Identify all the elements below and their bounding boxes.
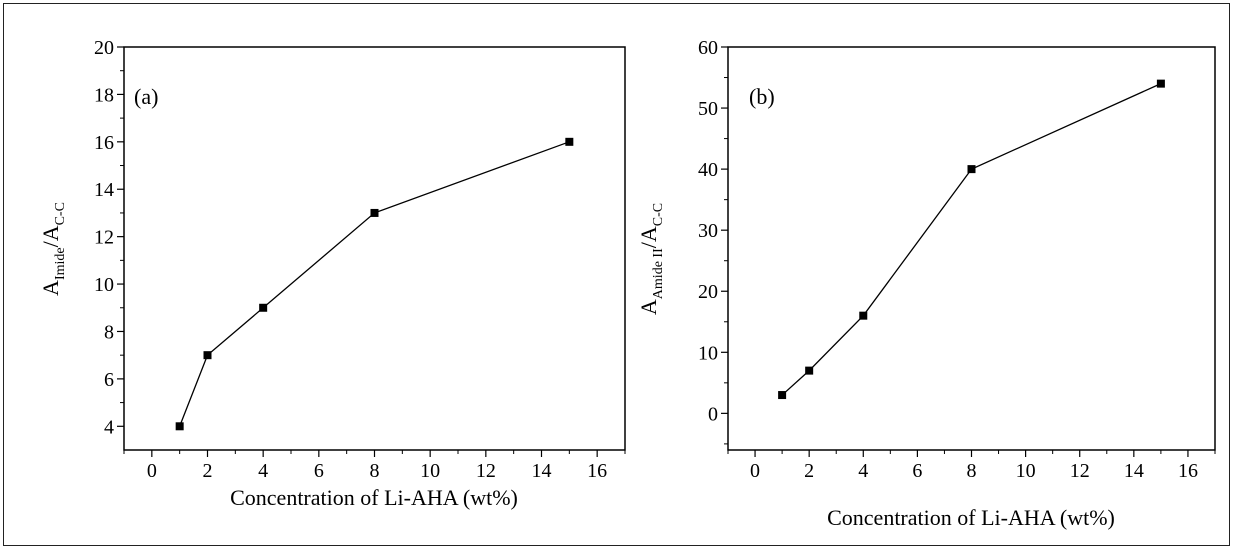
ticks-b: 0 2 4 6 8 10 12 14 16 0 10 20 30 40 50 60 (698, 37, 1216, 482)
y-tick-label-a: 12 (94, 227, 114, 249)
series-line-b (781, 83, 1162, 396)
x-tick-label-b: 10 (1016, 460, 1036, 482)
x-tick-label-b: 12 (1070, 460, 1090, 482)
data-point-b (1156, 79, 1165, 88)
y-axis-title-b: AAmide II/AC-C (636, 203, 666, 315)
y-tick-label-b: 50 (698, 98, 718, 120)
y-axis-title-b-sep: /A (636, 226, 661, 248)
y-axis-title-a-sub2: C-C (53, 202, 68, 225)
y-tick-label-a: 20 (94, 37, 114, 59)
x-tick-label-b: 8 (967, 460, 977, 482)
y-axis-title-a-sub1: Imide (53, 247, 68, 280)
x-tick-label-a: 16 (587, 460, 607, 482)
y-tick-label-b: 30 (698, 220, 718, 242)
y-tick-label-a: 10 (94, 274, 114, 296)
data-point-a (370, 208, 379, 217)
y-axis-title-a: AImide/AC-C (38, 202, 68, 296)
y-tick-label-b: 10 (698, 342, 718, 364)
y-axis-title-b-symbol: A (636, 299, 661, 315)
x-tick-label-a: 12 (476, 460, 496, 482)
y-tick-label-a: 14 (94, 179, 114, 201)
ticks-a: 0 2 4 6 8 10 12 14 16 4 6 8 10 12 14 16 18 20 (94, 37, 626, 482)
data-point-a (565, 137, 574, 146)
x-tick-label-a: 14 (532, 460, 552, 482)
panel-a: 0 2 4 6 8 10 12 14 16 4 6 8 10 12 14 16 18 20 (a) Concent… (38, 37, 626, 510)
y-axis-title-a-symbol: A (38, 280, 63, 296)
series-line-a (179, 141, 570, 427)
data-point-a (259, 303, 268, 312)
marks-a (175, 137, 574, 431)
y-tick-label-b: 60 (698, 37, 718, 59)
x-tick-label-b: 16 (1178, 460, 1198, 482)
y-tick-label-a: 16 (94, 132, 114, 154)
y-tick-label-b: 0 (708, 403, 718, 425)
y-axis-title-a-sep: /A (38, 225, 63, 247)
data-point-a (175, 422, 184, 431)
panel-label-a: (a) (134, 84, 158, 109)
x-tick-label-a: 0 (147, 460, 157, 482)
x-tick-label-b: 0 (750, 460, 760, 482)
x-axis-title-a: Concentration of Li-AHA (wt%) (230, 485, 518, 510)
y-axis-title-b-sub1: Amide II (651, 248, 666, 299)
data-point-b (859, 311, 868, 320)
y-tick-label-a: 8 (104, 321, 114, 343)
x-tick-label-a: 2 (203, 460, 213, 482)
plot-area-b (727, 46, 1216, 451)
y-tick-label-b: 40 (698, 159, 718, 181)
x-tick-label-b: 4 (858, 460, 868, 482)
y-tick-label-a: 4 (104, 416, 114, 438)
y-axis-title-b-sub2: C-C (651, 203, 666, 226)
x-tick-label-b: 2 (804, 460, 814, 482)
y-tick-label-a: 6 (104, 369, 114, 391)
panel-b: 0 2 4 6 8 10 12 14 16 0 10 20 30 40 50 60 (b) Concentra… (636, 37, 1216, 530)
x-tick-label-a: 10 (420, 460, 440, 482)
data-point-b (967, 165, 976, 174)
x-tick-label-a: 8 (370, 460, 380, 482)
x-tick-label-b: 14 (1124, 460, 1144, 482)
y-tick-label-a: 18 (94, 84, 114, 106)
x-axis-title-b: Concentration of Li-AHA (wt%) (827, 505, 1115, 530)
x-tick-label-a: 4 (258, 460, 268, 482)
y-tick-label-b: 20 (698, 281, 718, 303)
data-point-a (203, 351, 212, 360)
data-point-b (778, 391, 787, 400)
panel-label-b: (b) (749, 84, 775, 109)
x-tick-label-b: 6 (912, 460, 922, 482)
marks-b (778, 79, 1165, 400)
plot-area-a (123, 46, 626, 451)
data-point-b (805, 366, 814, 375)
x-tick-label-a: 6 (314, 460, 324, 482)
